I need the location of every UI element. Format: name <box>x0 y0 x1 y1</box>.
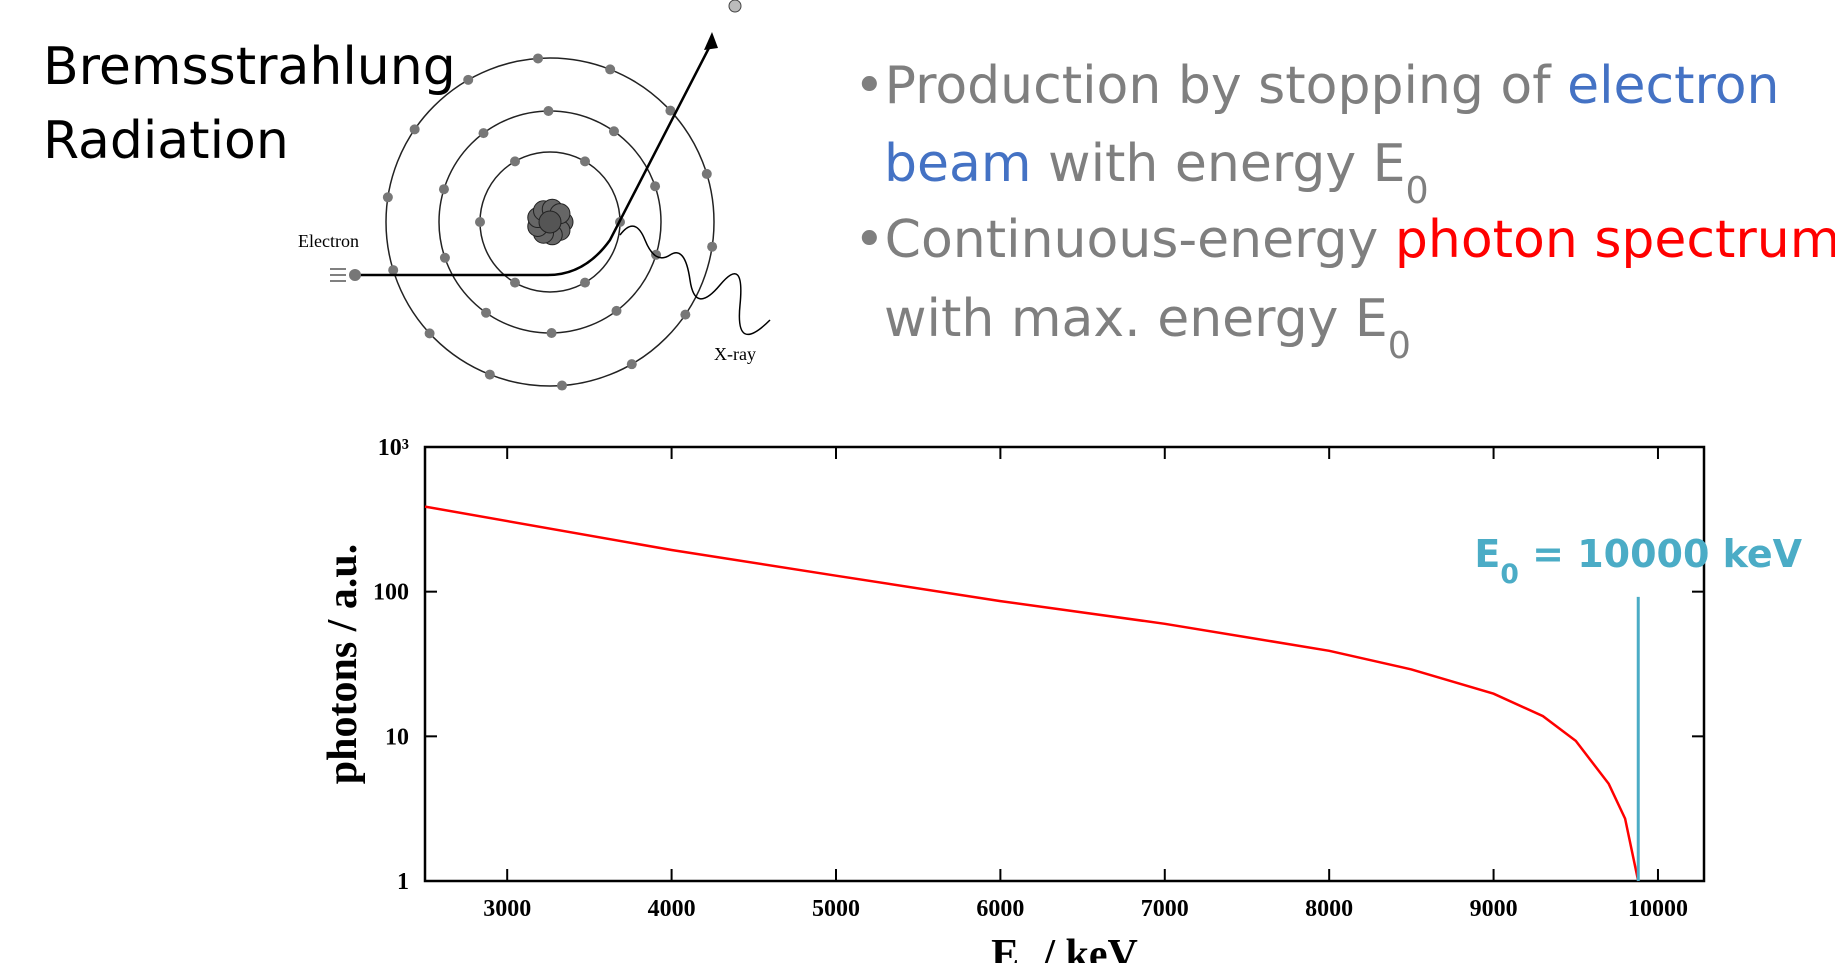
text-span: •Continuous-energy <box>854 210 1395 270</box>
plot-frame <box>423 445 1706 883</box>
orbital-electron <box>580 277 590 288</box>
x-tick-label: 5000 <box>812 896 860 922</box>
x-axis-label: Eγ / keV <box>991 932 1138 963</box>
x-tick-label: 9000 <box>1470 896 1518 922</box>
orbital-electron <box>463 74 474 85</box>
text-span: 0 <box>1500 558 1519 589</box>
x-tick-label: 6000 <box>976 896 1024 922</box>
arrow-head <box>704 32 718 50</box>
nucleon <box>538 210 562 234</box>
orbital-electron <box>546 327 557 338</box>
orbital-electron <box>510 156 520 167</box>
orbital-electron <box>680 309 691 320</box>
x-tick-label: 3000 <box>483 896 531 922</box>
text-span: beam <box>884 134 1032 194</box>
x-tick-label: 7000 <box>1141 896 1189 922</box>
text-span: γ <box>1018 959 1033 963</box>
orbital-electron <box>701 168 712 179</box>
diagram-label: Electron <box>298 231 359 251</box>
orbital-electron <box>707 241 718 252</box>
text-span: 0 <box>1388 324 1411 367</box>
text-span: photon spectrum <box>1395 210 1835 270</box>
text-span: 0 <box>1405 169 1428 212</box>
electron-path <box>351 41 714 277</box>
bullet-line: beam with energy E0 <box>884 134 1429 212</box>
x-tick-label: 8000 <box>1305 896 1353 922</box>
y-tick-label: 100 <box>373 580 409 606</box>
x-tick-label: 4000 <box>648 896 696 922</box>
y-axis-label: photons / a.u. <box>320 544 366 784</box>
orbital-electron <box>665 105 676 116</box>
slide-title: Radiation <box>43 111 289 171</box>
orbital-electron <box>424 328 435 339</box>
bullet-line: with max. energy E0 <box>884 289 1411 367</box>
slide-title: Bremsstrahlung <box>43 37 456 97</box>
diagram-label: X-ray <box>714 344 756 364</box>
text-span: / keV <box>1033 932 1138 963</box>
text-span: = 10000 keV <box>1519 532 1803 576</box>
orbital-electron <box>626 359 637 370</box>
orbital-electron <box>409 124 420 135</box>
orbital-electron <box>533 53 544 64</box>
y-tick-label: 10 <box>385 724 409 750</box>
bullet-line: •Production by stopping of electron <box>854 56 1780 116</box>
orbital-electron <box>439 252 450 263</box>
orbital-electron <box>611 305 622 316</box>
orbital-electron <box>484 369 495 380</box>
orbit <box>385 57 715 387</box>
y-tick-label: 1 <box>397 869 409 895</box>
orbital-electron <box>475 217 485 227</box>
orbital-electron <box>510 277 520 288</box>
spectrum-line <box>424 505 1640 882</box>
orbital-electron <box>556 380 567 391</box>
bullet-line: •Continuous-energy photon spectrum <box>854 210 1835 270</box>
orbital-electron <box>650 181 661 192</box>
text-span: E <box>1474 532 1500 576</box>
orbital-electron <box>478 128 489 139</box>
orbital-electron <box>608 126 619 137</box>
text-span: electron <box>1567 56 1779 116</box>
text-span: with max. energy E <box>884 289 1388 349</box>
x-ray-wave <box>619 225 771 336</box>
orbital-electron <box>605 64 616 75</box>
scattered-electron <box>728 0 742 13</box>
marker-label: E0 = 10000 keV <box>1474 532 1802 590</box>
text-span: E <box>991 932 1019 963</box>
y-tick-label: 10³ <box>378 435 409 461</box>
text-span: with energy E <box>1032 134 1406 194</box>
x-tick-label: 10000 <box>1628 896 1688 922</box>
text-span: •Production by stopping of <box>854 56 1567 116</box>
electron <box>349 269 361 281</box>
orbital-electron <box>580 156 590 167</box>
orbital-electron <box>543 106 554 117</box>
orbital-electron <box>438 184 449 195</box>
orbital-electron <box>481 307 492 318</box>
orbital-electron <box>382 192 393 203</box>
orbital-electron <box>388 265 399 276</box>
